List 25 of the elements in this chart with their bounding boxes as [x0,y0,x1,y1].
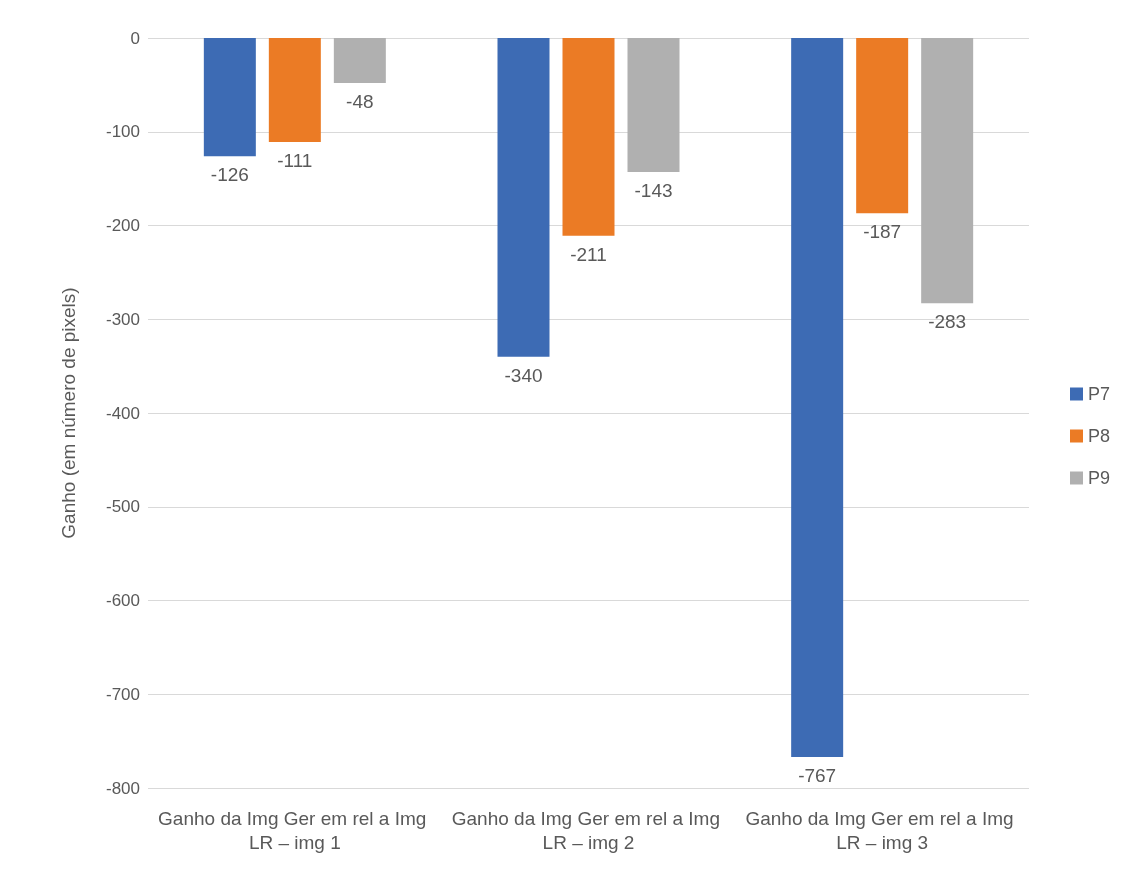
legend-label: P8 [1087,426,1111,446]
y-tick-label: -600 [105,591,140,610]
data-label: -126 [210,164,249,186]
y-axis-title: Ganho (em número de pixels) [58,287,79,539]
data-label: -187 [863,221,902,243]
y-tick-label: 0 [130,28,140,48]
y-tick-label: -500 [105,497,140,517]
data-label: -283 [928,311,967,333]
data-label: -143 [634,180,673,202]
data-label: -111 [277,150,313,172]
data-label: -211 [570,243,607,265]
data-label: -767 [798,765,837,787]
legend-label: P7 [1087,384,1111,404]
y-tick-label: -300 [105,309,140,329]
x-tick-label: Ganho da Img Ger em rel a Img LR – img 1 [158,807,432,853]
x-tick-label: Ganho da Img Ger em rel a Img LR – img 2 [451,807,726,853]
x-tick-label: Ganho da Img Ger em rel a Img LR – img 3 [745,807,1019,853]
y-tick-label: -700 [105,684,140,704]
y-tick-label: -200 [105,216,140,235]
y-tick-label: -400 [105,403,140,423]
data-label: -48 [346,91,374,112]
data-label: -340 [504,364,543,386]
legend-label: P9 [1087,468,1111,488]
y-tick-label: -100 [105,122,140,142]
y-tick-label: -800 [105,778,140,798]
